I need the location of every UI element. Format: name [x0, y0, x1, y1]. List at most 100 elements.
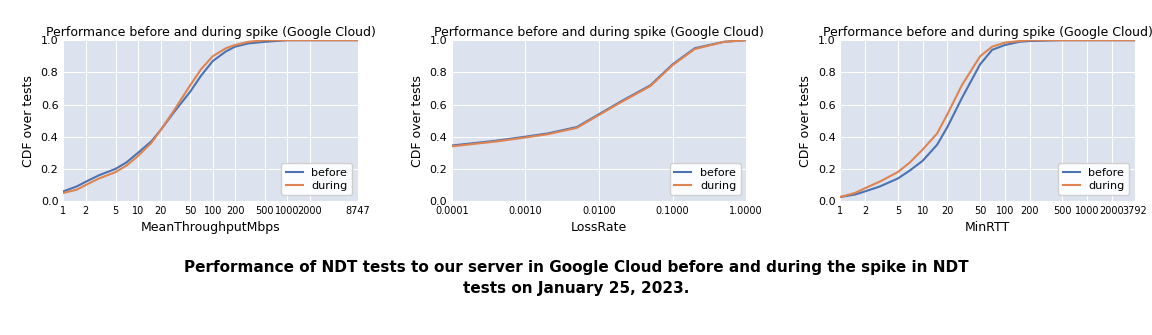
during [1128, 38, 1142, 42]
before [540, 131, 554, 135]
before [467, 141, 480, 145]
Line: during: during [841, 40, 1135, 197]
before [303, 38, 317, 42]
during [614, 100, 628, 104]
during [873, 180, 887, 184]
during [890, 170, 904, 174]
before [183, 90, 197, 94]
during [985, 45, 999, 49]
during [903, 160, 917, 164]
before [834, 195, 848, 199]
before [940, 125, 954, 129]
during [153, 128, 167, 132]
during [718, 40, 732, 44]
before [1128, 38, 1142, 42]
before [131, 151, 145, 155]
before [666, 62, 680, 66]
before [79, 180, 93, 184]
before [518, 135, 532, 139]
before [350, 38, 364, 42]
Line: before: before [452, 40, 746, 145]
before [644, 83, 658, 87]
during [540, 132, 554, 136]
before [848, 193, 862, 197]
during [570, 126, 584, 130]
before [858, 189, 872, 193]
before [718, 40, 732, 44]
before [228, 45, 242, 49]
during [280, 38, 294, 42]
before [1013, 40, 1026, 44]
during [242, 40, 256, 44]
Y-axis label: CDF over tests: CDF over tests [799, 75, 812, 166]
Y-axis label: CDF over tests: CDF over tests [411, 75, 424, 166]
Text: Performance of NDT tests to our server in Google Cloud before and during the spi: Performance of NDT tests to our server i… [183, 260, 969, 296]
before [153, 128, 167, 132]
Legend: before, during: before, during [1059, 163, 1129, 195]
during [644, 84, 658, 88]
before [592, 112, 606, 116]
during [973, 54, 987, 58]
before [242, 42, 256, 46]
during [206, 54, 220, 58]
X-axis label: LossRate: LossRate [571, 221, 627, 234]
during [350, 38, 364, 42]
before [258, 40, 272, 44]
before [56, 189, 70, 193]
before [916, 159, 930, 163]
before [570, 125, 584, 129]
before [985, 48, 999, 52]
during [688, 47, 702, 51]
during [79, 183, 93, 187]
during [303, 38, 317, 42]
Line: during: during [63, 40, 357, 193]
before [903, 169, 917, 173]
during [955, 83, 969, 87]
before [280, 38, 294, 42]
before [167, 111, 181, 115]
before [688, 46, 702, 50]
before [144, 139, 158, 143]
during [467, 142, 480, 146]
before [195, 74, 209, 78]
during [445, 144, 458, 148]
during [592, 113, 606, 117]
during [1055, 38, 1069, 42]
before [955, 96, 969, 100]
during [92, 177, 106, 181]
during [56, 191, 70, 195]
X-axis label: MeanThroughputMbps: MeanThroughputMbps [141, 221, 280, 234]
before [108, 167, 122, 171]
before [998, 43, 1011, 47]
during [167, 109, 181, 113]
during [1023, 38, 1037, 42]
before [973, 62, 987, 66]
before [873, 185, 887, 189]
during [940, 112, 954, 116]
before [120, 160, 134, 164]
before [219, 50, 233, 54]
during [195, 67, 209, 71]
during [518, 135, 532, 139]
during [848, 191, 862, 195]
before [206, 59, 220, 63]
before [490, 139, 503, 143]
before [930, 143, 943, 147]
before [445, 143, 458, 147]
during [108, 170, 122, 174]
before [92, 173, 106, 177]
before [1055, 38, 1069, 42]
before [69, 185, 83, 189]
Line: before: before [63, 40, 357, 191]
during [930, 131, 943, 135]
Title: Performance before and during spike (Google Cloud): Performance before and during spike (Goo… [823, 26, 1152, 39]
Y-axis label: CDF over tests: CDF over tests [22, 75, 36, 166]
during [998, 41, 1011, 45]
during [228, 43, 242, 47]
during [834, 195, 848, 199]
Title: Performance before and during spike (Google Cloud): Performance before and during spike (Goo… [46, 26, 376, 39]
before [890, 177, 904, 181]
during [183, 83, 197, 87]
before [740, 38, 753, 42]
during [858, 186, 872, 190]
